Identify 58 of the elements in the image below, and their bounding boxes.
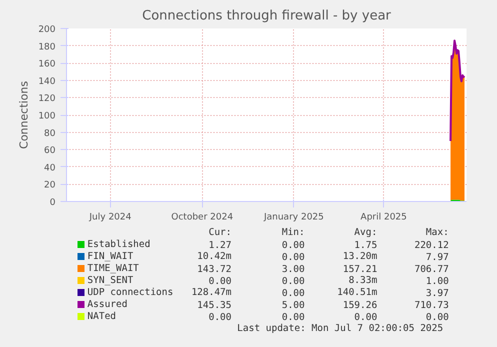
- text: 140.51m: [337, 287, 378, 298]
- legend-label: NATed: [87, 311, 116, 322]
- y-tick-label: 0: [50, 198, 56, 208]
- text: 5.00: [282, 300, 306, 311]
- text: Avg:: [354, 227, 378, 238]
- text: 706.77: [414, 264, 449, 275]
- text: 13.20m: [342, 251, 378, 262]
- y-tick-label: 40: [44, 163, 56, 174]
- text: 7.97: [426, 252, 449, 263]
- y-tick-label: 140: [38, 76, 56, 87]
- text: 159.26: [342, 300, 378, 311]
- text: 0.00: [282, 312, 306, 323]
- text: Last update: Mon Jul 7 02:00:05 2025: [237, 323, 444, 334]
- text: 1.27: [208, 240, 232, 251]
- text: 0.00: [282, 252, 306, 263]
- x-tick-label: October 2024: [171, 212, 234, 222]
- text: 0.00: [426, 312, 450, 323]
- y-tick-label: 180: [38, 42, 56, 52]
- text: 1.00: [426, 276, 450, 287]
- x-tick-label: July 2024: [88, 212, 132, 222]
- y-tick-label: 160: [38, 60, 56, 70]
- legend-label: SYN_SENT: [87, 275, 134, 286]
- y-tick-label: 20: [44, 180, 56, 191]
- text: 10.42m: [197, 251, 232, 262]
- text: 0.00: [282, 276, 306, 287]
- text: Cur:: [208, 227, 232, 238]
- line-series: [450, 40, 466, 142]
- y-tick-label: 120: [38, 94, 56, 104]
- y-tick-label: 60: [44, 146, 56, 156]
- chart-title: Connections through firewall - by year: [142, 8, 392, 24]
- text: 8.33m: [348, 275, 378, 286]
- legend-label: FIN_WAIT: [87, 251, 134, 262]
- x-tick-label: April 2025: [360, 212, 407, 222]
- text: 0.00: [208, 312, 232, 323]
- text: Min:: [282, 227, 305, 238]
- legend-label: Assured: [87, 299, 128, 310]
- text: 0.00: [208, 276, 232, 287]
- y-tick-label: 100: [38, 112, 56, 122]
- text: 157.21: [342, 264, 378, 275]
- text: 710.73: [414, 300, 449, 311]
- y-axis-title: Connections: [17, 80, 30, 149]
- text: 143.72: [197, 264, 232, 275]
- text: Max:: [426, 227, 449, 238]
- text: 220.12: [414, 240, 449, 251]
- legend-label: TIME_WAIT: [87, 263, 140, 274]
- text: 3.00: [282, 264, 306, 275]
- legend-label: UDP connections: [87, 287, 174, 298]
- legend-label: Established: [87, 239, 150, 250]
- y-tick-label: 200: [38, 25, 56, 35]
- text: 1.75: [354, 240, 378, 251]
- text: 128.47m: [191, 287, 232, 298]
- text: 145.35: [197, 300, 232, 311]
- x-tick-label: January 2025: [262, 212, 324, 222]
- text: 0.00: [282, 288, 306, 299]
- text: 0.00: [282, 240, 306, 251]
- text: 3.97: [426, 288, 449, 299]
- y-tick-label: 80: [44, 128, 56, 139]
- text: 0.00: [354, 312, 378, 323]
